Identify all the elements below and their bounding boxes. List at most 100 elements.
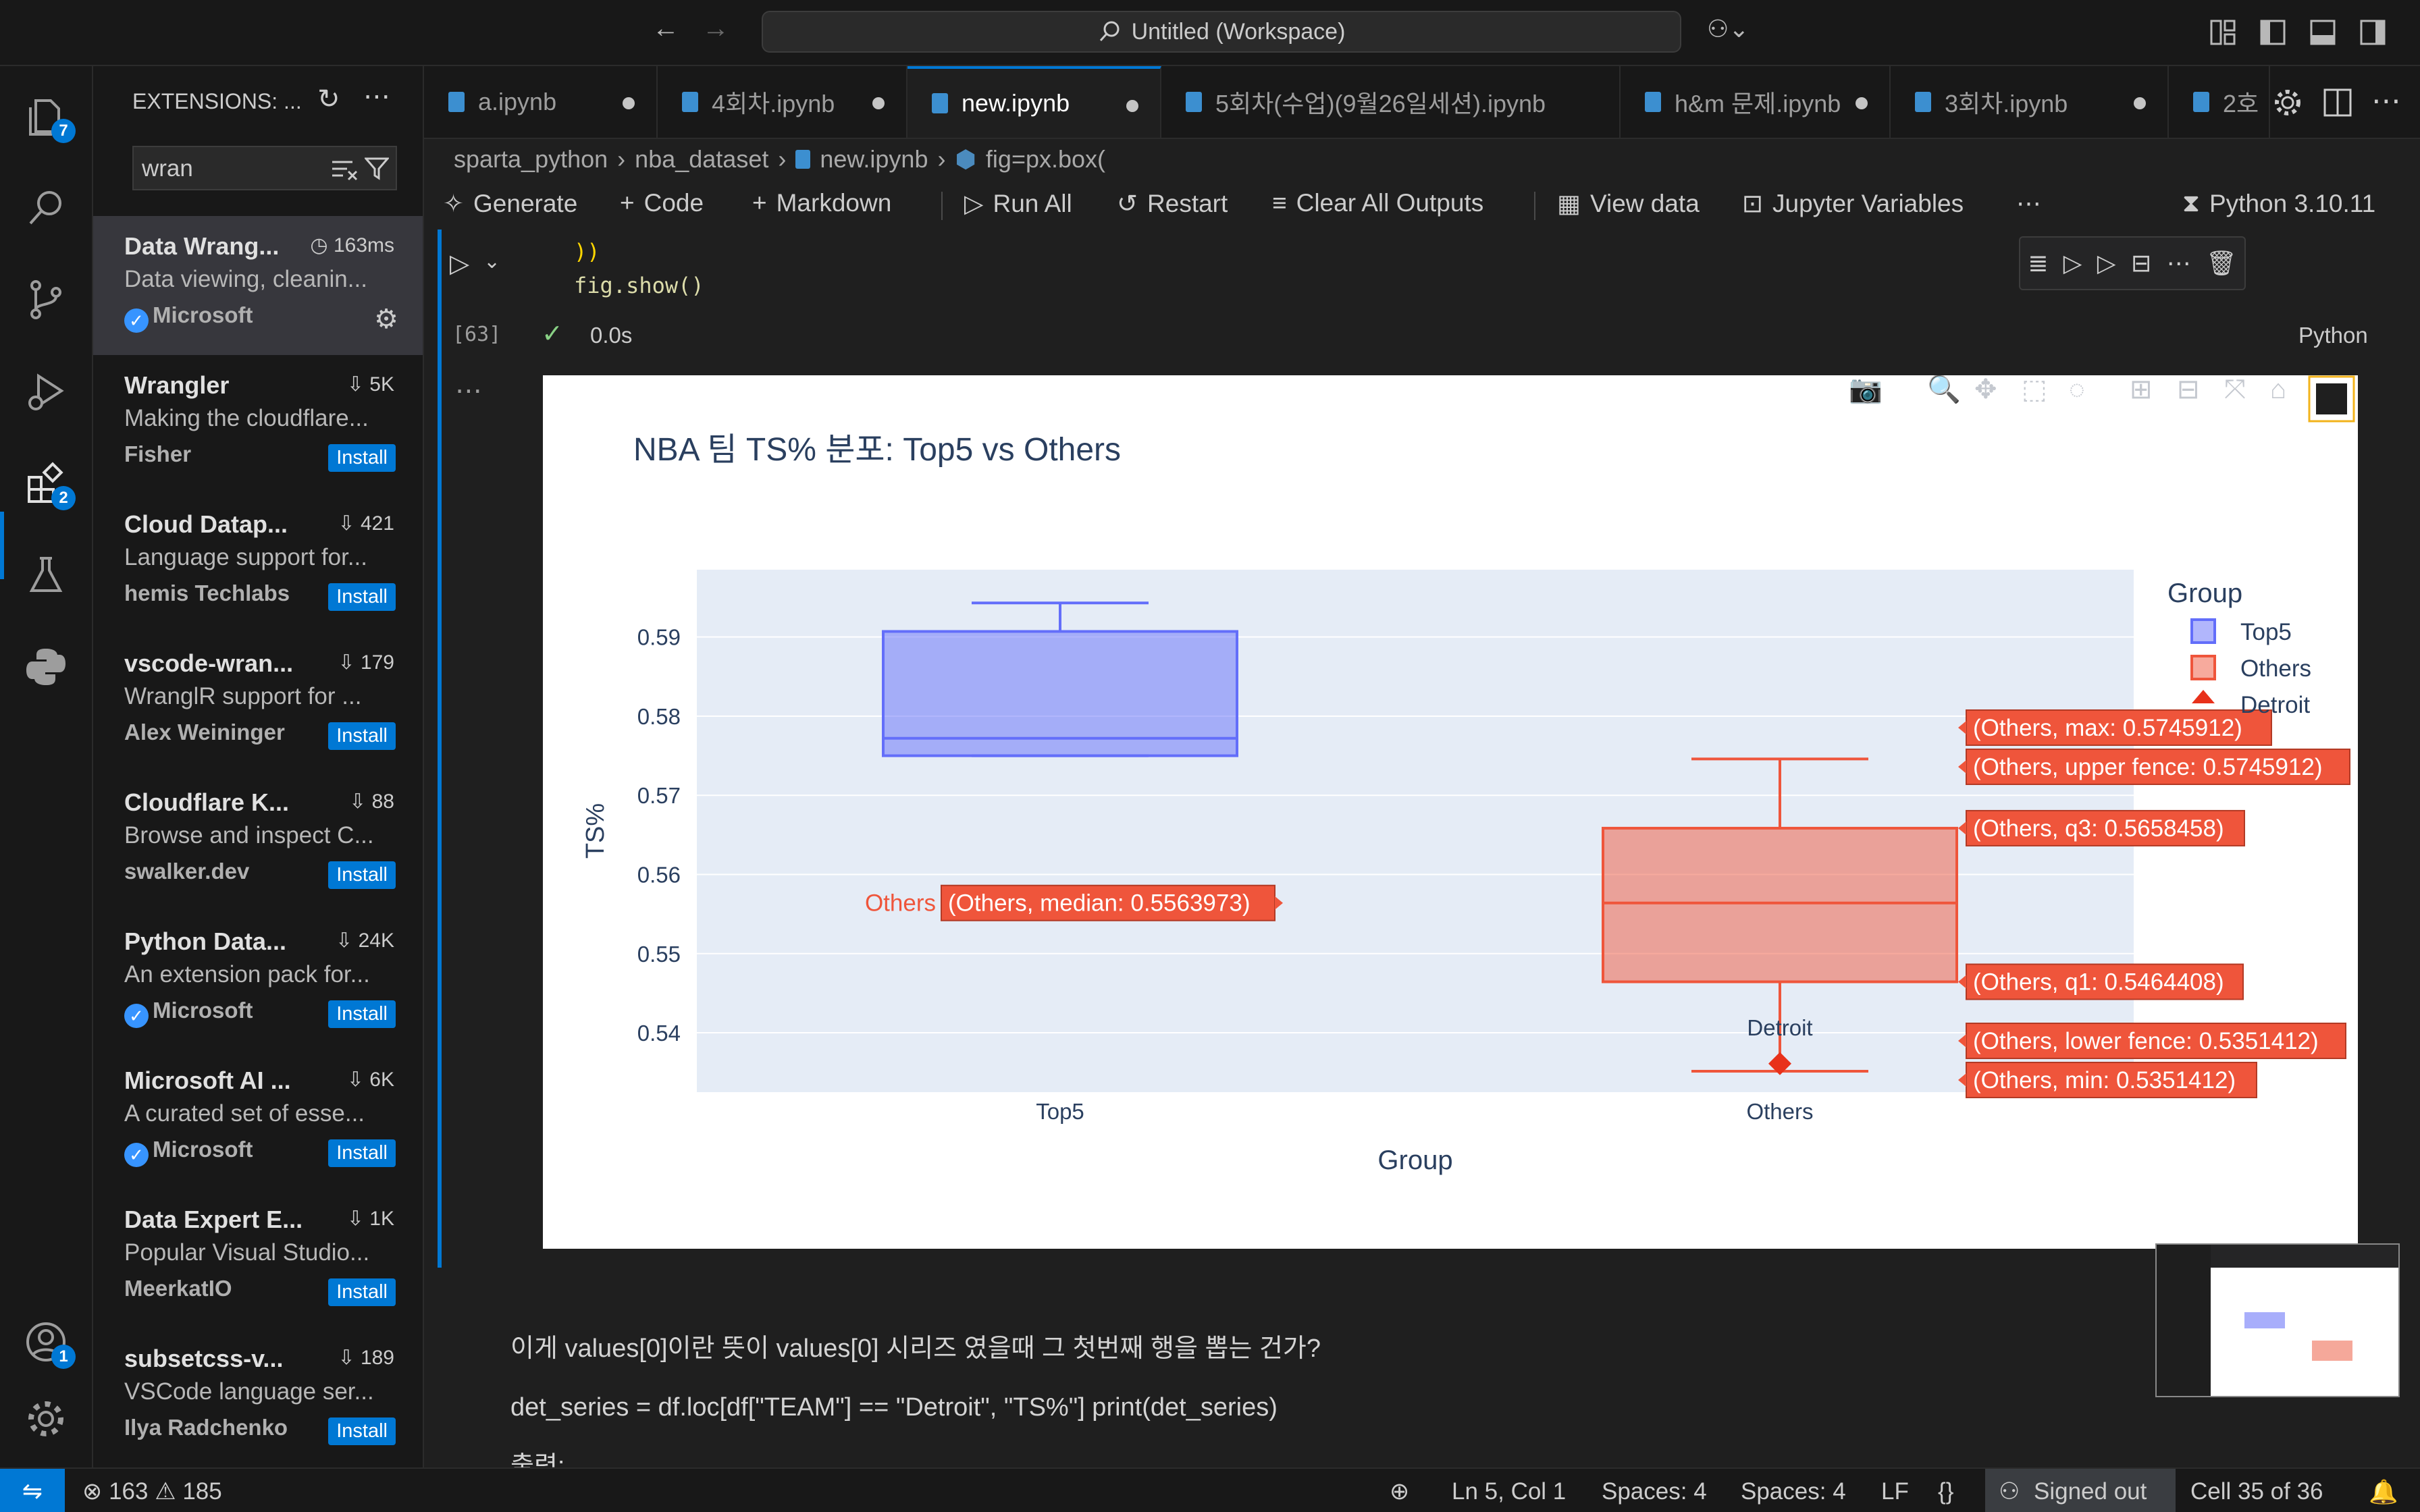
- filter-icon[interactable]: [365, 157, 389, 181]
- jupyter-variables-button[interactable]: ⊡ Jupyter Variables: [1742, 189, 1964, 218]
- copilot-icon[interactable]: ⚇⌄: [1707, 15, 1750, 43]
- explorer-button[interactable]: 7: [20, 90, 76, 143]
- extension-item[interactable]: Microsoft AI ... ⇩ 6K A curated set of ess…: [93, 1050, 423, 1189]
- extensions-button[interactable]: 2: [20, 458, 76, 510]
- extension-item[interactable]: Data Wrang... ◷ 163ms Data viewing, cleani…: [93, 216, 423, 355]
- toggle-panel-icon[interactable]: [2309, 19, 2336, 46]
- accounts-button[interactable]: 1: [20, 1316, 76, 1369]
- extension-search-input[interactable]: wran: [132, 146, 397, 190]
- extension-item[interactable]: Python Data... ⇩ 24K An extension pack for…: [93, 911, 423, 1050]
- remote-indicator-icon[interactable]: ⇋: [0, 1469, 65, 1512]
- plotly-logo-icon[interactable]: [2316, 383, 2347, 414]
- eol-status[interactable]: LF: [1881, 1478, 1909, 1505]
- legend-swatch[interactable]: [2190, 618, 2216, 644]
- run-all-button[interactable]: ▷ Run All: [964, 189, 1072, 218]
- legend-entry[interactable]: Top5: [2240, 619, 2292, 645]
- markdown-text[interactable]: 출력:: [510, 1452, 565, 1467]
- back-arrow-icon[interactable]: ←: [652, 14, 679, 43]
- legend-swatch[interactable]: [2190, 655, 2216, 680]
- unsaved-dot-icon[interactable]: [1126, 100, 1138, 112]
- zoom-in-icon[interactable]: ⊞: [2130, 375, 2153, 404]
- add-code-button[interactable]: + Code: [620, 189, 704, 217]
- add-markdown-button[interactable]: + Markdown: [752, 189, 891, 217]
- indentation-status[interactable]: Spaces: 4: [1741, 1478, 1846, 1505]
- point-marker-detroit[interactable]: [1768, 1052, 1791, 1075]
- more-toolbar-icon[interactable]: ⋯: [2016, 190, 2041, 217]
- indentation-status[interactable]: Spaces: 4: [1602, 1478, 1707, 1505]
- python-button[interactable]: [20, 641, 72, 693]
- box-top5[interactable]: [882, 630, 1238, 757]
- problems-indicator[interactable]: ⊗ 163 ⚠ 185: [82, 1478, 222, 1505]
- run-debug-button[interactable]: [20, 366, 72, 417]
- restart-button[interactable]: ↺ Restart: [1117, 189, 1228, 218]
- install-button[interactable]: Install: [328, 1139, 396, 1167]
- autoscale-icon[interactable]: ⤧: [2224, 375, 2246, 404]
- clear-filter-icon[interactable]: [331, 158, 358, 181]
- box-select-icon[interactable]: ⬚: [2022, 375, 2047, 404]
- extension-item[interactable]: Cloudflare K... ⇩ 88 Browse and inspect C.…: [93, 772, 423, 911]
- unsaved-dot-icon[interactable]: [872, 97, 885, 109]
- run-by-line-icon[interactable]: ≣: [2028, 249, 2049, 277]
- cell-language[interactable]: Python: [2298, 323, 2368, 348]
- cursor-position[interactable]: Ln 5, Col 1: [1452, 1478, 1567, 1505]
- manage-button[interactable]: [20, 1393, 72, 1444]
- install-button[interactable]: Install: [328, 722, 396, 750]
- refresh-icon[interactable]: ↻: [317, 84, 340, 114]
- unsaved-dot-icon[interactable]: [2134, 97, 2146, 109]
- install-button[interactable]: Install: [328, 1278, 396, 1306]
- breadcrumb-item[interactable]: new.ipynb: [820, 145, 928, 173]
- output-more-icon[interactable]: ⋯: [455, 376, 482, 406]
- view-data-button[interactable]: ▦ View data: [1557, 189, 1700, 218]
- account-status[interactable]: ⚇ Signed out: [1985, 1469, 2176, 1512]
- split-editor-icon[interactable]: [2323, 88, 2352, 117]
- editor-tab[interactable]: 3회차.ipynb: [1891, 66, 2169, 138]
- split-cell-icon[interactable]: ⊟: [2131, 249, 2152, 277]
- clear-outputs-button[interactable]: ≡ Clear All Outputs: [1272, 189, 1483, 217]
- install-button[interactable]: Install: [328, 444, 396, 472]
- breadcrumb-item[interactable]: sparta_python: [454, 145, 608, 173]
- editor-tab[interactable]: h&m 문제.ipynb: [1621, 66, 1891, 138]
- generate-button[interactable]: ✧ Generate: [443, 189, 577, 218]
- search-view-button[interactable]: [20, 182, 72, 234]
- extension-item[interactable]: Data Expert E... ⇩ 1K Popular Visual Studi…: [93, 1189, 423, 1328]
- gear-icon[interactable]: ⚙: [374, 304, 398, 334]
- pan-icon[interactable]: ✥: [1974, 375, 1997, 404]
- editor-tab[interactable]: a.ipynb: [424, 66, 658, 138]
- forward-arrow-icon[interactable]: →: [702, 14, 729, 43]
- source-control-button[interactable]: [20, 274, 72, 325]
- unsaved-dot-icon[interactable]: [1856, 97, 1868, 109]
- zoom-out-icon[interactable]: ⊟: [2177, 375, 2200, 404]
- install-button[interactable]: Install: [328, 1000, 396, 1028]
- delete-cell-icon[interactable]: 🗑: [2206, 249, 2237, 277]
- extension-item[interactable]: subsetcss-v... ⇩ 189 VSCode language ser..…: [93, 1328, 423, 1467]
- more-tabs-icon[interactable]: ⋯: [2371, 84, 2401, 117]
- zoom-icon[interactable]: 🔍: [1927, 372, 1961, 404]
- legend-entry[interactable]: Others: [2240, 655, 2311, 682]
- chevron-down-icon[interactable]: ⌄: [483, 250, 501, 273]
- testing-button[interactable]: [20, 549, 72, 601]
- cell-indicator[interactable]: Cell 35 of 36: [2190, 1478, 2323, 1505]
- breadcrumb-item[interactable]: nba_dataset: [635, 145, 769, 173]
- code-line[interactable]: )): [574, 239, 600, 265]
- install-button[interactable]: Install: [328, 583, 396, 611]
- extension-item[interactable]: Cloud Datap... ⇩ 421 Language support for.…: [93, 494, 423, 633]
- breadcrumb-item[interactable]: fig=px.box(: [985, 145, 1106, 173]
- command-center-search[interactable]: Untitled (Workspace): [762, 11, 1681, 53]
- reset-axes-icon[interactable]: ⌂: [2270, 375, 2286, 404]
- unsaved-dot-icon[interactable]: [623, 97, 635, 109]
- code-line[interactable]: fig.show(): [574, 273, 704, 298]
- more-actions-icon[interactable]: ⋯: [363, 82, 390, 111]
- legend-swatch-diamond[interactable]: [2192, 690, 2215, 703]
- camera-icon[interactable]: 📷: [1849, 375, 1883, 404]
- install-button[interactable]: Install: [328, 1418, 396, 1445]
- more-cell-actions-icon[interactable]: ⋯: [2166, 249, 2191, 277]
- editor-tab[interactable]: 5회차(수업)(9월26일세션).ipynb: [1161, 66, 1621, 138]
- markdown-text[interactable]: det_series = df.loc[df["TEAM"] == "Detro…: [510, 1393, 1278, 1422]
- editor-tab[interactable]: 4회차.ipynb: [658, 66, 908, 138]
- bell-icon[interactable]: 🔔: [2369, 1479, 2398, 1505]
- run-cell-icon[interactable]: ▷: [450, 250, 470, 278]
- braces-icon[interactable]: {}: [1938, 1478, 1954, 1505]
- legend-entry[interactable]: Detroit: [2240, 692, 2310, 718]
- toggle-primary-sidebar-icon[interactable]: [2259, 19, 2286, 46]
- toggle-secondary-sidebar-icon[interactable]: [2359, 19, 2386, 46]
